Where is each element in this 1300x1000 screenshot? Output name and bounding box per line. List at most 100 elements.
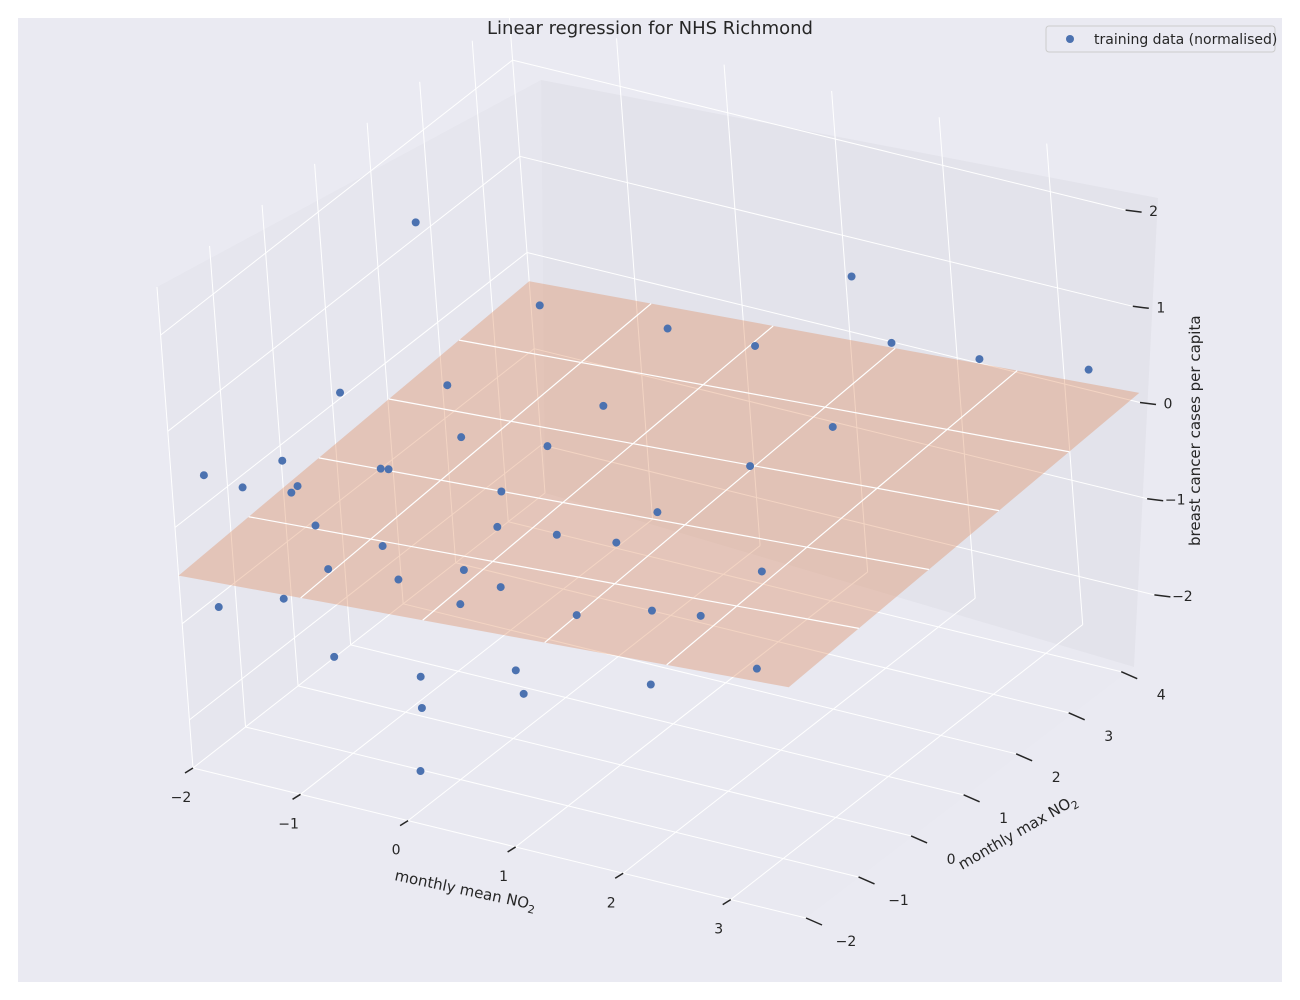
floor-grid-y	[508, 521, 1122, 673]
floor-grid-x	[407, 545, 761, 822]
data-point	[287, 488, 296, 497]
z-axis-label: breast cancer cases per capita	[1186, 315, 1204, 546]
z-tick-label: −1	[1165, 493, 1186, 509]
legend-label: training data (normalised)	[1094, 32, 1277, 48]
x-axis-label-subscript: 2	[526, 903, 536, 917]
data-point	[496, 583, 505, 592]
right-pane-grid-z	[541, 444, 1155, 596]
data-point	[214, 603, 223, 612]
left-pane-grid-z	[160, 59, 513, 336]
data-point	[647, 606, 656, 615]
data-point	[411, 218, 420, 227]
z-tick-mark	[1154, 594, 1171, 598]
left-pane-grid-z	[174, 252, 528, 528]
plane-grid-line	[248, 516, 859, 629]
y-tick-label: −1	[888, 893, 909, 909]
x-tick-mark	[184, 767, 194, 774]
floor-grid-y	[192, 767, 807, 919]
y-tick-mark	[1120, 671, 1138, 680]
right-pane-grid-z	[526, 252, 1141, 403]
data-point	[384, 465, 393, 474]
z-tick-mark	[1125, 209, 1142, 213]
data-point	[663, 324, 672, 333]
x-tick-mark	[292, 793, 301, 800]
data-point	[416, 672, 425, 681]
data-point	[535, 301, 544, 310]
back-left-pane	[157, 80, 545, 768]
data-point	[376, 464, 385, 473]
floor-pane	[193, 493, 1134, 918]
data-point	[493, 522, 502, 531]
y-tick-mark	[1015, 753, 1033, 762]
data-point	[572, 611, 581, 620]
plane-grid-line	[300, 303, 652, 599]
right-pane-grid-z	[512, 59, 1126, 211]
data-point	[552, 530, 561, 539]
plane-grid-line	[666, 370, 1018, 666]
x-tick-label: −1	[278, 816, 299, 832]
chart-title: Linear regression for NHS Richmond	[487, 18, 813, 39]
y-tick-mark	[910, 835, 928, 844]
x-tick-mark	[399, 819, 409, 827]
data-point	[696, 611, 705, 620]
x-tick-label: 2	[607, 895, 616, 911]
floor-grid-y	[403, 603, 1017, 755]
back-right-pane	[541, 80, 1158, 667]
z-tick-label: −2	[1172, 589, 1193, 605]
right-pane-grid-z	[534, 348, 1148, 500]
data-point	[324, 565, 333, 574]
data-point	[847, 272, 856, 281]
y-tick-label: −2	[836, 934, 857, 950]
data-point	[311, 521, 320, 530]
data-point	[599, 401, 608, 410]
data-point	[443, 381, 452, 390]
data-point	[543, 442, 552, 451]
floor-grid-y	[245, 726, 859, 878]
regression-plane	[178, 281, 1140, 688]
data-point	[416, 767, 425, 776]
data-point	[456, 600, 465, 609]
data-point	[752, 664, 761, 673]
x-tick-mark	[507, 846, 517, 853]
data-point	[459, 565, 468, 574]
z-tick-label: 1	[1156, 300, 1165, 316]
plane-grid-line	[422, 325, 774, 621]
grid-lines	[156, 11, 1155, 919]
plane-grid-line	[544, 347, 896, 644]
y-tick-label: 0	[947, 852, 956, 868]
legend-marker	[1066, 35, 1074, 43]
data-point	[278, 456, 287, 465]
y-tick-label: 2	[1052, 770, 1061, 786]
left-pane-grid-z	[181, 348, 535, 625]
legend-box	[1045, 25, 1276, 53]
z-tick-mark	[1132, 305, 1149, 310]
data-point	[1084, 365, 1093, 374]
data-point	[238, 483, 247, 492]
z-tick-label: 2	[1149, 204, 1158, 220]
y-tick-mark	[963, 794, 980, 803]
regression-plane-surface	[178, 281, 1140, 688]
data-point	[293, 482, 302, 491]
data-point	[653, 508, 662, 517]
data-point	[279, 594, 288, 603]
data-point	[757, 567, 766, 576]
y-tick-label: 3	[1104, 729, 1113, 745]
data-point	[417, 704, 426, 713]
data-point	[828, 422, 837, 431]
data-point	[336, 388, 345, 397]
data-point	[975, 355, 984, 364]
y-tick-mark	[805, 917, 823, 926]
left-pane-grid-z	[189, 444, 542, 721]
y-tick-mark	[1068, 712, 1085, 721]
data-point	[887, 338, 896, 347]
plane-grid-line	[388, 398, 1000, 512]
data-point	[612, 538, 621, 547]
floor-grid-x	[730, 624, 1084, 900]
data-point	[497, 487, 506, 496]
floor-grid-x	[515, 571, 868, 848]
x-tick-mark	[722, 898, 732, 906]
data-point	[199, 471, 208, 480]
z-tick-label: 0	[1164, 397, 1173, 413]
